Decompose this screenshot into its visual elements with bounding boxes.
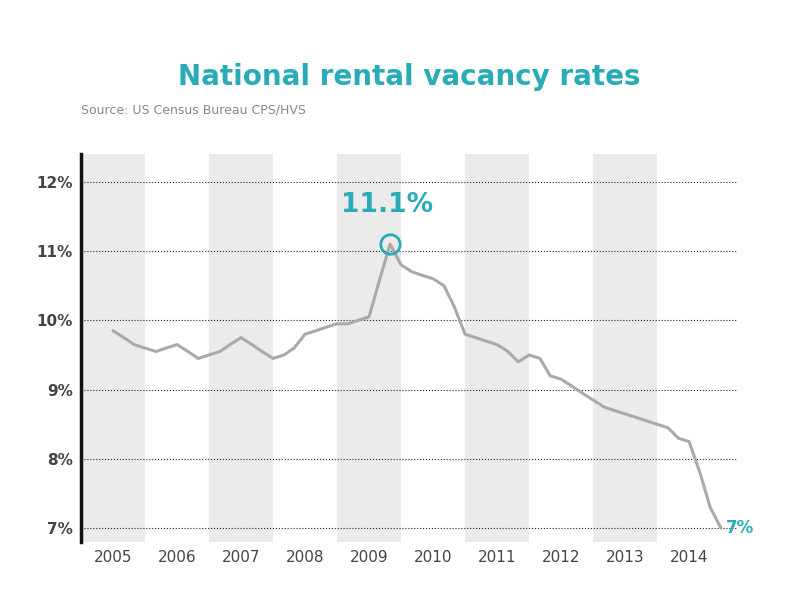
Bar: [465, 154, 529, 542]
Bar: [337, 154, 401, 542]
Bar: [145, 154, 209, 542]
Bar: [401, 154, 465, 542]
Text: Source: US Census Bureau CPS/HVS: Source: US Census Bureau CPS/HVS: [81, 103, 306, 116]
Text: 11.1%: 11.1%: [341, 192, 433, 218]
Bar: [81, 154, 145, 542]
Bar: [593, 154, 657, 542]
Bar: [657, 154, 721, 542]
Title: National rental vacancy rates: National rental vacancy rates: [178, 63, 640, 91]
Bar: [273, 154, 337, 542]
Bar: [209, 154, 273, 542]
Bar: [529, 154, 593, 542]
Text: 7%: 7%: [726, 519, 754, 537]
